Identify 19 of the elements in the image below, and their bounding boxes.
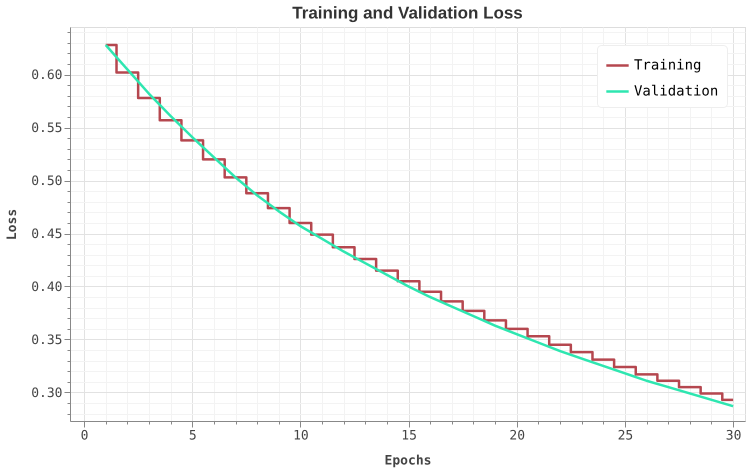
y-tick-label: 0.50 xyxy=(31,174,62,190)
x-tick-label: 20 xyxy=(509,428,526,444)
y-axis-title: Loss xyxy=(5,208,20,240)
y-tick-label: 0.45 xyxy=(31,227,62,242)
y-tick-label: 0.30 xyxy=(31,386,62,401)
x-tick-label: 5 xyxy=(188,428,197,444)
y-tick-label: 0.40 xyxy=(31,280,62,295)
x-tick-label: 0 xyxy=(80,428,88,444)
legend-label: Validation xyxy=(634,84,718,100)
x-tick-label: 25 xyxy=(618,428,634,444)
x-tick-label: 15 xyxy=(401,428,417,444)
y-tick-label: 0.60 xyxy=(31,68,62,84)
chart-title: Training and Validation Loss xyxy=(292,3,523,22)
legend-label: Training xyxy=(634,58,702,74)
x-tick-label: 30 xyxy=(726,428,742,444)
y-tick-label: 0.55 xyxy=(31,121,62,136)
y-tick-label: 0.35 xyxy=(31,332,62,348)
x-axis-title: Epochs xyxy=(384,454,432,468)
x-tick-label: 10 xyxy=(293,428,309,444)
